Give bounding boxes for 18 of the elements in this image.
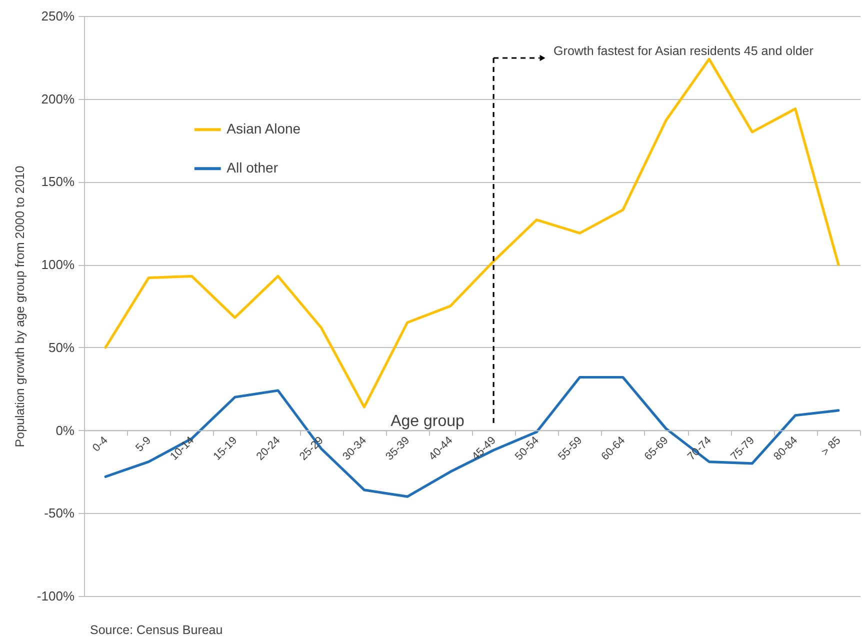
legend-label: All other xyxy=(226,160,278,176)
source-note: Source: Census Bureau xyxy=(90,623,223,637)
ref-line-label: Growth fastest for Asian residents 45 and older xyxy=(554,44,814,58)
y-tick-label: 50% xyxy=(48,340,75,355)
x-tick-label: 5-9 xyxy=(134,434,154,454)
y-tick-label: 250% xyxy=(41,8,75,24)
y-tick-label: -100% xyxy=(36,588,75,604)
line-series xyxy=(104,58,840,408)
y-axis-title: Population growth by age group from 2000 to 2010 xyxy=(12,166,27,448)
y-tick-label: 100% xyxy=(41,257,75,272)
x-axis-title: Age group xyxy=(390,412,465,430)
legend-label: Asian Alone xyxy=(226,120,301,137)
y-tick-label: -50% xyxy=(44,506,75,521)
y-tick-label: 150% xyxy=(41,174,75,190)
x-tick-label: 0-4 xyxy=(90,434,110,454)
y-tick-label: 0% xyxy=(56,422,75,438)
x-tick-label: > 85 xyxy=(819,434,844,458)
y-tick-label: 200% xyxy=(41,91,75,106)
